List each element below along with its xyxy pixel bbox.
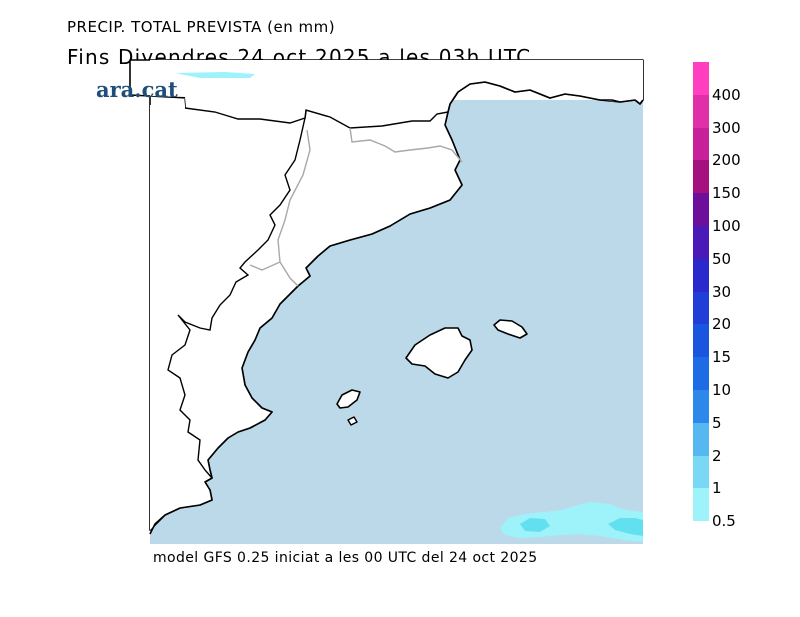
legend-label: 200 (712, 151, 741, 170)
map-title: PRECIP. TOTAL PREVISTA (en mm) (67, 18, 336, 36)
legend-label: 1 (712, 479, 722, 498)
island-formentera (347, 416, 358, 426)
island-mallorca (405, 327, 473, 379)
legend-swatch (693, 455, 709, 489)
legend-swatch (693, 225, 709, 259)
precip-area-light (175, 72, 255, 78)
legend-swatch (693, 291, 709, 325)
brand-logo: ara.cat (96, 77, 178, 102)
national-border (184, 107, 449, 129)
legend-swatch (693, 389, 709, 423)
legend-swatch (693, 357, 709, 390)
precip-area-medium (608, 518, 643, 536)
legend-label: 150 (712, 184, 741, 203)
coastline (149, 81, 644, 535)
legend-label: 30 (712, 282, 732, 301)
island-menorca (493, 319, 528, 339)
legend-label: 300 (712, 118, 741, 137)
legend-swatch (693, 160, 709, 194)
precip-area-medium (520, 518, 550, 532)
precip-area-light (500, 502, 643, 542)
legend-label: 5 (712, 413, 722, 432)
model-info: model GFS 0.25 iniciat a les 00 UTC del … (153, 550, 538, 566)
legend-label: 15 (712, 348, 732, 367)
legend-swatch (693, 258, 709, 292)
island-ibiza (336, 389, 361, 409)
legend-swatch (693, 422, 709, 456)
legend-label: 50 (712, 249, 732, 268)
legend-label: 100 (712, 217, 741, 235)
legend-label: 10 (712, 381, 732, 399)
inland-border (167, 117, 306, 479)
legend-swatch (693, 94, 709, 128)
legend-swatch (693, 62, 709, 95)
legend-swatch (693, 488, 709, 522)
legend-label: 400 (712, 85, 741, 104)
legend-label: 2 (712, 446, 722, 465)
legend-swatch (693, 324, 709, 358)
legend-label: 20 (712, 315, 732, 334)
legend-colorbar (693, 62, 709, 522)
legend-swatch (693, 127, 709, 161)
regional-border (249, 127, 463, 287)
legend-swatch (693, 193, 709, 226)
legend-label: 0.5 (712, 512, 736, 531)
